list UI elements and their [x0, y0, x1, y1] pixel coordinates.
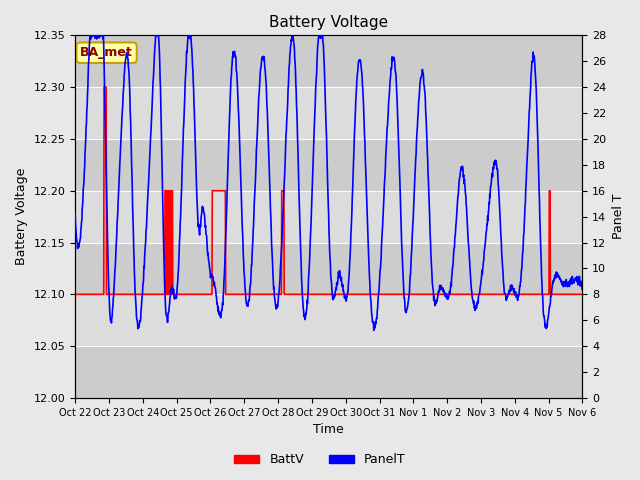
Bar: [75, 191, 582, 242]
Legend: BattV, PanelT: BattV, PanelT: [229, 448, 411, 471]
Y-axis label: Battery Voltage: Battery Voltage: [15, 168, 28, 265]
Title: Battery Voltage: Battery Voltage: [269, 15, 388, 30]
Bar: [75, 87, 582, 139]
Bar: [75, 346, 582, 398]
Text: BA_met: BA_met: [80, 46, 133, 59]
Bar: [75, 139, 582, 191]
Bar: [75, 294, 582, 346]
Bar: [75, 242, 582, 294]
X-axis label: Time: Time: [314, 423, 344, 436]
Bar: [75, 36, 582, 87]
Y-axis label: Panel T: Panel T: [612, 194, 625, 240]
